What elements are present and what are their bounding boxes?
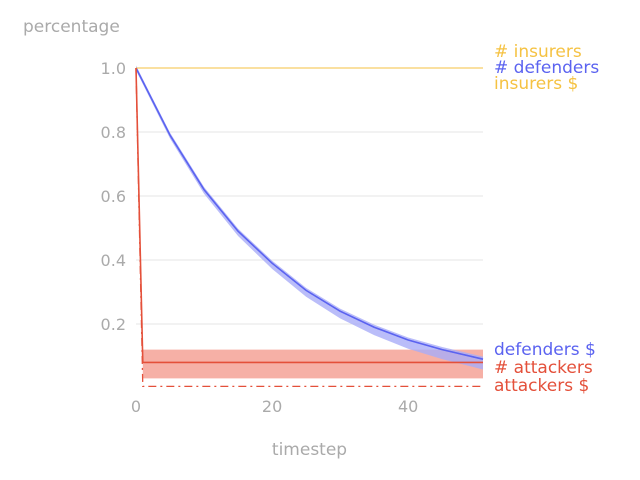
defenders-money-label: defenders $ (494, 340, 596, 360)
attackers-count-label: # attackers (494, 358, 593, 378)
y-tick-label: 1.0 (101, 59, 126, 78)
defenders-count-line (135, 67, 484, 360)
defenders-money-line (135, 67, 484, 360)
y-tick-label: 0.2 (101, 315, 126, 334)
attackers-count-line (135, 67, 483, 364)
x-tick-label: 20 (262, 397, 282, 416)
y-axis-title: percentage (23, 17, 120, 37)
x-tick-label: 0 (131, 397, 141, 416)
insurers-count-label: # insurers (494, 42, 582, 62)
y-tick-label: 0.6 (101, 187, 126, 206)
x-tick-label: 40 (398, 397, 418, 416)
y-tick-label: 0.8 (101, 123, 126, 142)
y-tick-label: 0.4 (101, 251, 126, 270)
attackers-money-label: attackers $ (494, 376, 589, 396)
insurers-money-label: insurers $ (494, 74, 578, 94)
attackers-money-line (135, 67, 483, 388)
x-axis-title: timestep (272, 440, 347, 460)
defenders-count-label: # defenders (494, 58, 599, 78)
attackers-confidence-band (142, 349, 483, 379)
